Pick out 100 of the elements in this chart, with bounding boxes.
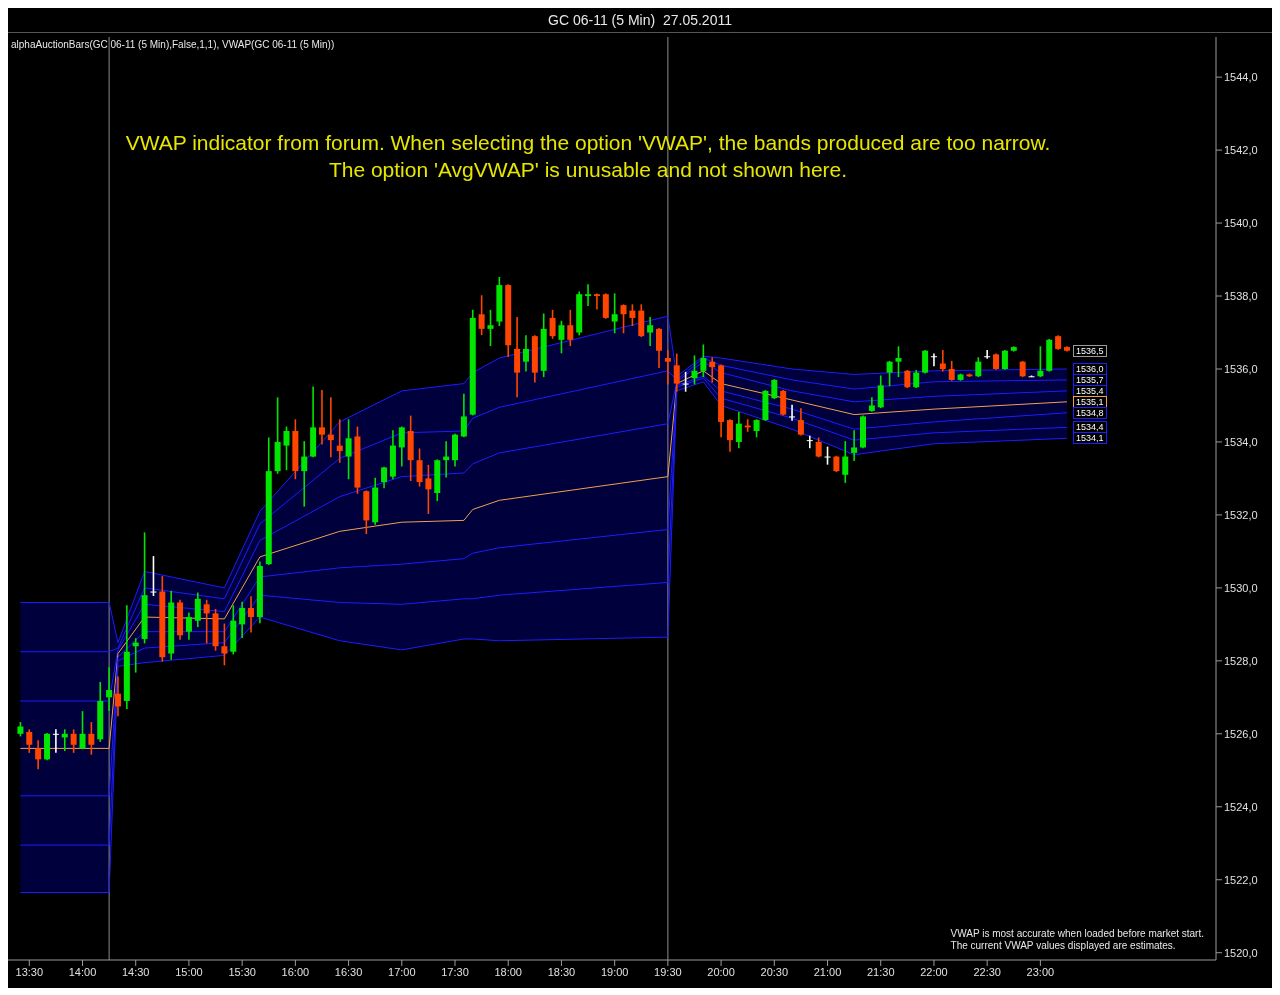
annotation: 1534,1	[1072, 432, 1107, 445]
candlestick	[478, 295, 485, 336]
candlestick	[194, 592, 201, 627]
candlestick	[248, 596, 255, 633]
y-tick-label: 1520,0	[1224, 946, 1258, 959]
candlestick	[735, 411, 742, 449]
candlestick	[327, 397, 334, 458]
annotation: VWAP indicator from forum. When selecting the option 'VWAP', the bands produced are too narrow. The option 'AvgVWAP' is unusable and not shown here.	[124, 130, 1052, 183]
candlestick	[301, 441, 308, 507]
y-tick-label: 1534,0	[1224, 435, 1258, 448]
candlestick	[70, 729, 77, 753]
x-tick-label: 13:30	[15, 965, 44, 978]
x-tick-label: 18:00	[494, 965, 522, 978]
candlestick	[780, 390, 787, 416]
candlestick	[567, 309, 574, 347]
candlestick	[726, 419, 733, 452]
candlestick	[797, 408, 804, 436]
candlestick	[930, 353, 937, 367]
annotation: 1535,1	[1072, 395, 1107, 408]
annotation: 1535,4	[1072, 384, 1107, 397]
annotation: 1535,7	[1072, 373, 1107, 386]
x-tick-label: 22:30	[973, 965, 1001, 978]
candlestick	[789, 404, 796, 421]
candlestick	[656, 328, 663, 368]
y-tick-label: 1524,0	[1224, 800, 1258, 813]
candlestick	[647, 317, 654, 347]
candlestick	[549, 309, 556, 339]
x-tick-label: 17:00	[388, 965, 416, 978]
candlestick	[79, 711, 86, 750]
candlestick	[886, 360, 893, 387]
annotation: 1536,5	[1072, 344, 1107, 357]
candlestick	[709, 357, 716, 383]
chart-subtitle: alphaAuctionBars(GC 06-11 (5 Min),False,1,1), VWAP(GC 06-11 (5 Min))	[11, 39, 335, 50]
candlestick	[26, 729, 33, 753]
candlestick	[593, 293, 600, 310]
x-tick-label: 15:30	[228, 965, 256, 978]
x-tick-label: 21:00	[813, 965, 842, 978]
y-tick-label: 1536,0	[1224, 362, 1258, 375]
candlestick	[629, 304, 636, 327]
y-tick-label: 1528,0	[1224, 654, 1258, 667]
x-tick-label: 19:30	[654, 965, 682, 978]
candlestick	[611, 293, 618, 334]
candlestick	[514, 317, 521, 398]
candlestick	[868, 397, 875, 412]
candlestick	[283, 426, 290, 471]
y-tick-label: 1526,0	[1224, 727, 1258, 740]
candlestick	[815, 437, 822, 458]
candlestick	[691, 355, 698, 385]
candlestick	[52, 729, 59, 753]
candlestick	[522, 335, 529, 372]
y-tick-label: 1544,0	[1224, 71, 1258, 84]
candlestick	[851, 430, 858, 461]
chart-title: GC 06-11 (5 Min) 27.05.2011	[8, 8, 1272, 33]
x-tick-label: 19:00	[600, 965, 629, 978]
candlestick	[425, 464, 432, 514]
y-tick-label: 1538,0	[1224, 289, 1258, 302]
candlestick	[345, 419, 352, 480]
candlestick	[806, 435, 813, 449]
y-tick-label: 1540,0	[1224, 216, 1258, 229]
x-tick-label: 20:00	[707, 965, 735, 978]
annotation: 1534,4	[1072, 421, 1107, 434]
candlestick	[602, 293, 609, 319]
candlestick	[487, 309, 494, 347]
candlestick	[664, 349, 671, 385]
candlestick	[150, 556, 157, 596]
annotation: VWAP is most accurate when loaded before market start. The current VWAP values displayed are estimates.	[950, 928, 1204, 952]
candlestick	[585, 284, 592, 306]
y-tick-label: 1522,0	[1224, 873, 1258, 886]
candlestick	[620, 304, 627, 334]
candlestick	[700, 344, 707, 378]
candlestick	[318, 390, 325, 445]
candlestick	[239, 601, 246, 638]
x-tick-label: 14:00	[68, 965, 97, 978]
annotation: 1536,0	[1072, 362, 1107, 375]
candlestick	[336, 419, 343, 463]
annotation: 1534,8	[1072, 406, 1107, 419]
x-tick-label: 20:30	[760, 965, 789, 978]
x-tick-label: 16:30	[334, 965, 363, 978]
x-tick-label: 18:30	[547, 965, 576, 978]
candlestick	[558, 320, 565, 354]
x-tick-label: 22:00	[920, 965, 948, 978]
candlestick	[1037, 346, 1044, 378]
candlestick	[984, 349, 991, 359]
candlestick	[842, 441, 849, 483]
candlestick	[114, 676, 121, 717]
y-tick-label: 1542,0	[1224, 144, 1258, 156]
candlestick	[975, 357, 982, 378]
x-tick-label: 16:00	[281, 965, 310, 978]
candlestick	[398, 426, 405, 467]
candlestick	[106, 667, 113, 711]
x-tick-label: 21:30	[866, 965, 895, 978]
candlestick	[948, 360, 955, 381]
x-tick-label: 14:30	[121, 965, 150, 978]
candlestick	[877, 375, 884, 409]
candlestick	[922, 349, 929, 374]
x-tick-label: 23:00	[1026, 965, 1055, 978]
candlestick	[895, 346, 902, 378]
candlestick	[381, 466, 388, 489]
candlestick	[673, 353, 680, 392]
y-tick-label: 1532,0	[1224, 508, 1258, 521]
